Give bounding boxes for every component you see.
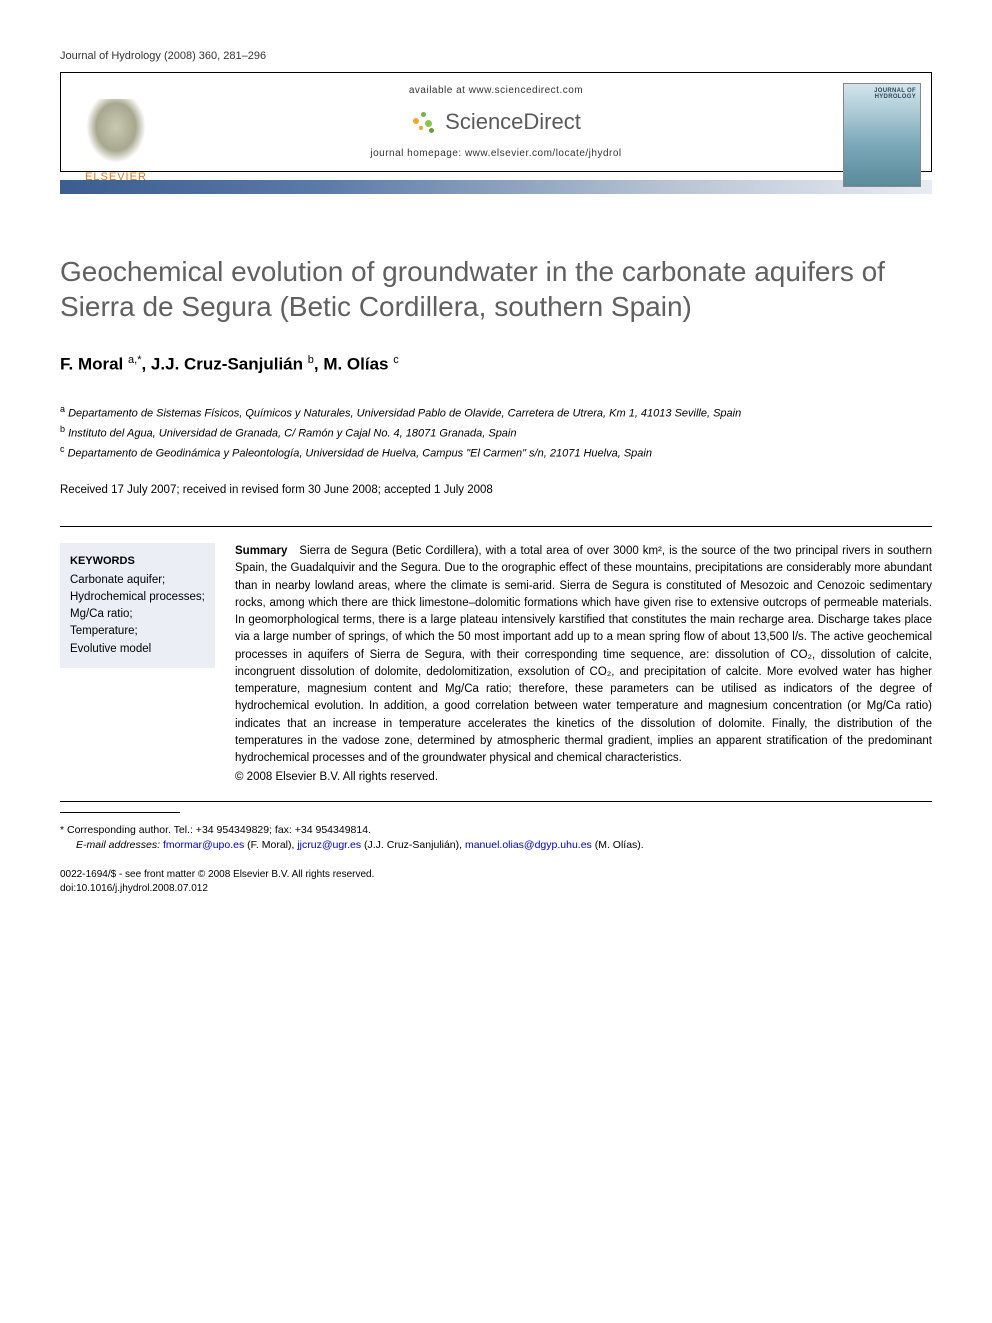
keywords-list: Carbonate aquifer;Hydrochemical processe…	[70, 572, 205, 658]
journal-cover-title: JOURNAL OF HYDROLOGY	[844, 84, 920, 104]
footer-info: 0022-1694/$ - see front matter © 2008 El…	[60, 868, 932, 896]
publisher-header: ELSEVIER JOURNAL OF HYDROLOGY available …	[60, 72, 932, 172]
elsevier-tree-icon	[81, 99, 151, 169]
footnote-rule	[60, 812, 180, 813]
sciencedirect-dots-icon	[411, 108, 439, 136]
available-at-text: available at www.sciencedirect.com	[181, 85, 811, 96]
email-label: E-mail addresses:	[76, 839, 160, 851]
gradient-divider	[60, 180, 932, 194]
authors-list: F. Moral a,*, J.J. Cruz-Sanjulián b, M. …	[60, 354, 932, 375]
doi-line: doi:10.1016/j.jhydrol.2008.07.012	[60, 882, 932, 896]
elsevier-logo: ELSEVIER	[71, 83, 161, 183]
sciencedirect-text: ScienceDirect	[445, 109, 581, 135]
sciencedirect-logo: ScienceDirect	[181, 108, 811, 136]
copyright-text: © 2008 Elsevier B.V. All rights reserved…	[235, 769, 932, 786]
affiliations: a Departamento de Sistemas Físicos, Quím…	[60, 403, 932, 462]
email-link[interactable]: fmormar@upo.es	[163, 839, 244, 851]
elsevier-label: ELSEVIER	[85, 171, 147, 183]
corresponding-author: * Corresponding author. Tel.: +34 954349…	[60, 823, 932, 839]
keywords-box: KEYWORDS Carbonate aquifer;Hydrochemical…	[60, 543, 215, 668]
email-link[interactable]: manuel.olias@dgyp.uhu.es	[465, 839, 592, 851]
affiliation-a: a Departamento de Sistemas Físicos, Quím…	[60, 403, 932, 422]
summary-label: Summary	[235, 545, 287, 557]
affiliation-c: c Departamento de Geodinámica y Paleonto…	[60, 443, 932, 462]
article-title: Geochemical evolution of groundwater in …	[60, 254, 932, 324]
affiliation-b: b Instituto del Agua, Universidad de Gra…	[60, 423, 932, 442]
journal-cover-thumbnail: JOURNAL OF HYDROLOGY	[843, 83, 921, 187]
abstract-section: KEYWORDS Carbonate aquifer;Hydrochemical…	[60, 527, 932, 801]
keywords-heading: KEYWORDS	[70, 553, 205, 570]
email-link[interactable]: jjcruz@ugr.es	[297, 839, 361, 851]
footnotes: * Corresponding author. Tel.: +34 954349…	[60, 823, 932, 855]
email-addresses: E-mail addresses: fmormar@upo.es (F. Mor…	[60, 838, 932, 854]
section-divider-bottom	[60, 801, 932, 802]
journal-reference: Journal of Hydrology (2008) 360, 281–296	[60, 50, 932, 62]
journal-homepage-text: journal homepage: www.elsevier.com/locat…	[181, 148, 811, 159]
article-dates: Received 17 July 2007; received in revis…	[60, 484, 932, 496]
summary-text: Summary Sierra de Segura (Betic Cordille…	[235, 543, 932, 787]
summary-body: Sierra de Segura (Betic Cordillera), wit…	[235, 545, 932, 764]
issn-line: 0022-1694/$ - see front matter © 2008 El…	[60, 868, 932, 882]
